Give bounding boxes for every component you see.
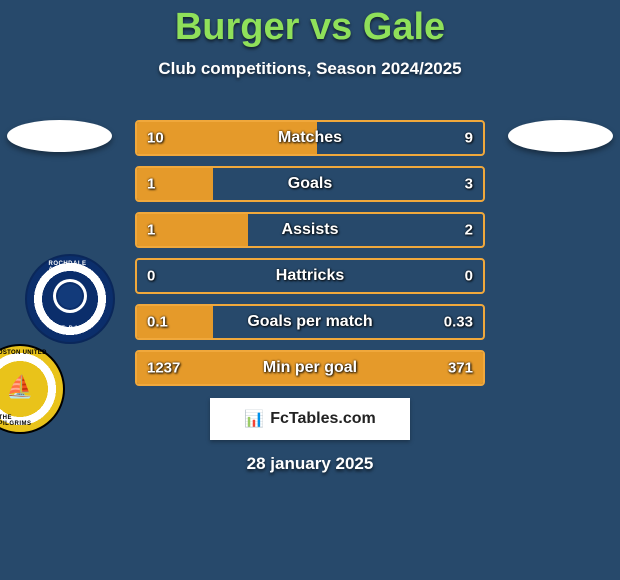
page-subtitle: Club competitions, Season 2024/2025 [0,59,620,79]
bar-row: 0.1 Goals per match 0.33 [135,304,485,340]
bar-label: Hattricks [276,267,344,285]
bar-row: 1 Goals 3 [135,166,485,202]
crest-left-ball-icon [53,279,87,313]
bar-label: Goals per match [247,313,372,331]
bar-label: Assists [282,221,339,239]
bar-row: 0 Hattricks 0 [135,258,485,294]
bar-value-left: 1 [147,176,155,193]
bar-value-right: 3 [465,176,473,193]
bar-value-right: 0.33 [444,314,473,331]
crest-right-bottom-text: THE PILGRIMS [0,415,42,427]
bar-value-left: 10 [147,130,164,147]
bar-value-right: 371 [448,360,473,377]
bar-row: 10 Matches 9 [135,120,485,156]
watermark: 📊 FcTables.com [210,398,410,440]
watermark-text: FcTables.com [270,410,376,428]
player-avatar-right-placeholder [508,120,613,152]
chart-icon: 📊 [244,409,264,429]
club-crest-right: BOSTON UNITED ⛵ THE PILGRIMS [0,344,65,434]
club-crest-left: ROCHDALE A.F.C [25,254,115,344]
bar-label: Min per goal [263,359,357,377]
page-title: Burger vs Gale [0,0,620,49]
bar-label: Matches [278,129,342,147]
bar-value-left: 1 [147,222,155,239]
date-label: 28 january 2025 [247,454,374,474]
bar-value-right: 2 [465,222,473,239]
bar-row: 1237 Min per goal 371 [135,350,485,386]
player-avatar-left-placeholder [7,120,112,152]
comparison-bars: 10 Matches 9 1 Goals 3 1 Assists 2 0 Hattricks 0 0.1… [135,120,485,396]
bar-value-left: 0.1 [147,314,168,331]
bar-value-right: 9 [465,130,473,147]
bar-value-left: 1237 [147,360,180,377]
crest-right-top-text: BOSTON UNITED [0,350,47,356]
bar-value-right: 0 [465,268,473,285]
bar-row: 1 Assists 2 [135,212,485,248]
bar-label: Goals [288,175,332,193]
crest-left-top-text: ROCHDALE A.F.C [49,261,92,273]
bar-value-left: 0 [147,268,155,285]
ship-icon: ⛵ [6,374,33,400]
